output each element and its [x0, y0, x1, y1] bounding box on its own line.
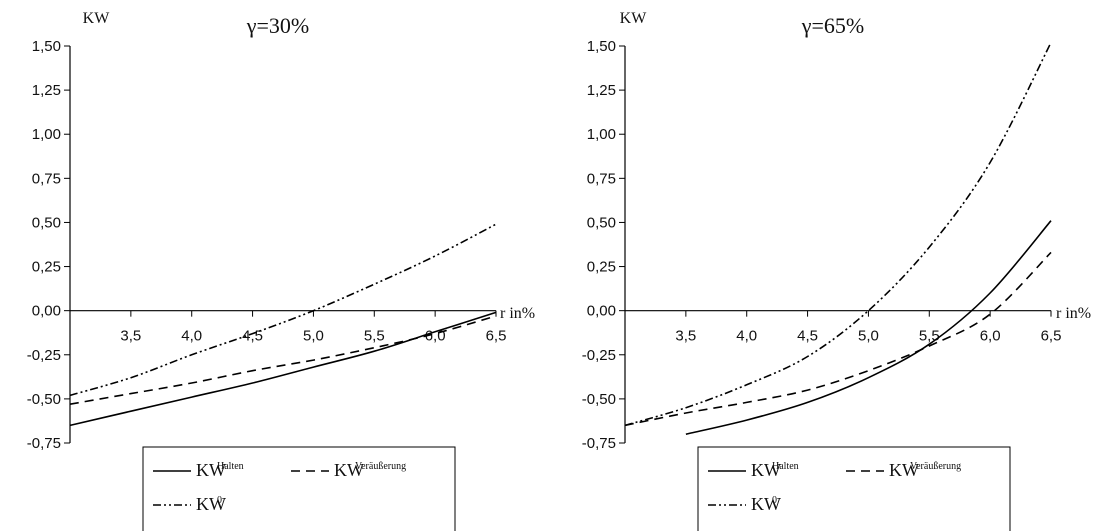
- y-tick-label: 0,00: [587, 303, 616, 320]
- series-line-halten: [685, 220, 1052, 435]
- legend-entry-superscript: Halten: [217, 461, 244, 472]
- y-tick-label: 0,75: [587, 170, 616, 187]
- legend-entry-superscript: Veräußerung: [910, 461, 961, 472]
- y-tick-label: 1,00: [32, 126, 61, 143]
- y-tick-label: 1,50: [587, 38, 616, 55]
- y-tick-label: 0,25: [32, 259, 61, 276]
- x-tick-label: 5,0: [303, 328, 324, 345]
- x-tick-label: 3,5: [120, 328, 141, 345]
- legend-entry-superscript: Halten: [772, 461, 799, 472]
- legend-entry-superscript: 0: [772, 495, 777, 506]
- legend-entry-superscript: Veräußerung: [355, 461, 406, 472]
- chart-panel-2: γ=65% KW r in% -0,75 -0,50 -0,25 0,00 0,25 0,50 0…: [582, 10, 1091, 531]
- x-tick-label: 5,0: [858, 328, 879, 345]
- series-line-veruerung: [69, 315, 497, 405]
- y-tick-label: -0,50: [27, 391, 61, 408]
- y-tick-label: 0,50: [587, 214, 616, 231]
- y-tick-label: 0,75: [32, 170, 61, 187]
- y-tick-label: 1,25: [587, 82, 616, 99]
- y-tick-label: 0,50: [32, 214, 61, 231]
- legend-entry-label: KW: [196, 494, 226, 514]
- x-tick-label: 5,5: [364, 328, 385, 345]
- chart-panel-1: γ=30% KW r in% -0,75 -0,50 -0,25 0,00 0,25 0,50 0…: [27, 10, 535, 531]
- y-tick-label: 0,00: [32, 303, 61, 320]
- x-tick-label: 6,5: [486, 328, 507, 345]
- legend-entry-label: KW: [196, 460, 226, 480]
- x-tick-label: 6,5: [1041, 328, 1062, 345]
- y-tick-label: -0,50: [582, 391, 616, 408]
- y-tick-label: 1,50: [32, 38, 61, 55]
- x-tick-label: 6,0: [980, 328, 1001, 345]
- legend-entry-label: KW: [889, 460, 919, 480]
- y-tick-label: -0,75: [582, 435, 616, 452]
- legend-box: [142, 446, 456, 531]
- series-line-0: [624, 42, 1052, 427]
- x-tick-label: 4,0: [736, 328, 757, 345]
- legend-entry-label: KW: [334, 460, 364, 480]
- series-line-0: [69, 223, 497, 397]
- legend-entry-superscript: 0: [217, 495, 222, 506]
- legend-entry-label: KW: [751, 494, 781, 514]
- chart-title: γ=65%: [801, 13, 864, 38]
- y-axis-label: KW: [620, 10, 648, 27]
- x-axis-label: r in%: [1056, 305, 1091, 322]
- legend-entry-label: KW: [751, 460, 781, 480]
- y-tick-label: -0,25: [582, 347, 616, 364]
- y-tick-label: -0,25: [27, 347, 61, 364]
- y-tick-label: -0,75: [27, 435, 61, 452]
- y-tick-label: 1,00: [587, 126, 616, 143]
- y-axis-label: KW: [83, 10, 111, 27]
- x-tick-label: 4,5: [242, 328, 263, 345]
- x-tick-label: 3,5: [675, 328, 696, 345]
- legend-box: [697, 446, 1011, 531]
- chart-title: γ=30%: [246, 13, 309, 38]
- x-axis-label: r in%: [500, 305, 535, 322]
- series-line-veruerung: [624, 251, 1052, 427]
- series-line-halten: [69, 311, 497, 427]
- x-tick-label: 4,0: [181, 328, 202, 345]
- x-tick-label: 4,5: [797, 328, 818, 345]
- y-tick-label: 1,25: [32, 82, 61, 99]
- y-tick-label: 0,25: [587, 259, 616, 276]
